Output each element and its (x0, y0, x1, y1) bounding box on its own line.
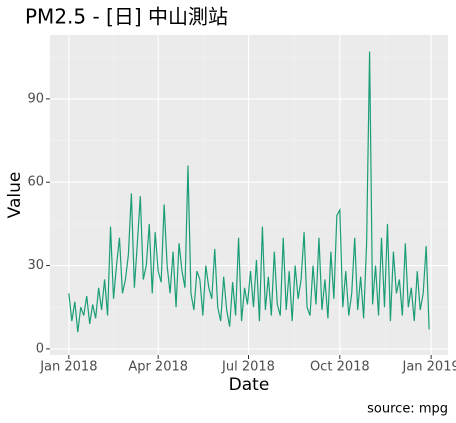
x-tick-label: Jan 2018 (39, 360, 97, 375)
y-tick-label: 0 (36, 341, 44, 356)
grid (50, 35, 448, 355)
y-tick-label: 30 (27, 258, 44, 273)
x-tick-label: Apr 2018 (128, 360, 188, 375)
x-tick-label: Jul 2018 (221, 360, 275, 375)
caption: source: mpg (367, 402, 448, 417)
y-tick-label: 90 (27, 91, 44, 106)
x-axis-label: Date (229, 375, 270, 395)
line (68, 51, 430, 333)
marks (68, 51, 430, 333)
chart-title: PM2.5 - [日] 中山測站 (25, 5, 228, 29)
y-axis-label: Value (5, 172, 25, 219)
y-tick-label: 60 (27, 175, 44, 190)
x-tick-label: Oct 2018 (310, 360, 370, 375)
x-tick-label: Jan 2019 (401, 360, 456, 375)
